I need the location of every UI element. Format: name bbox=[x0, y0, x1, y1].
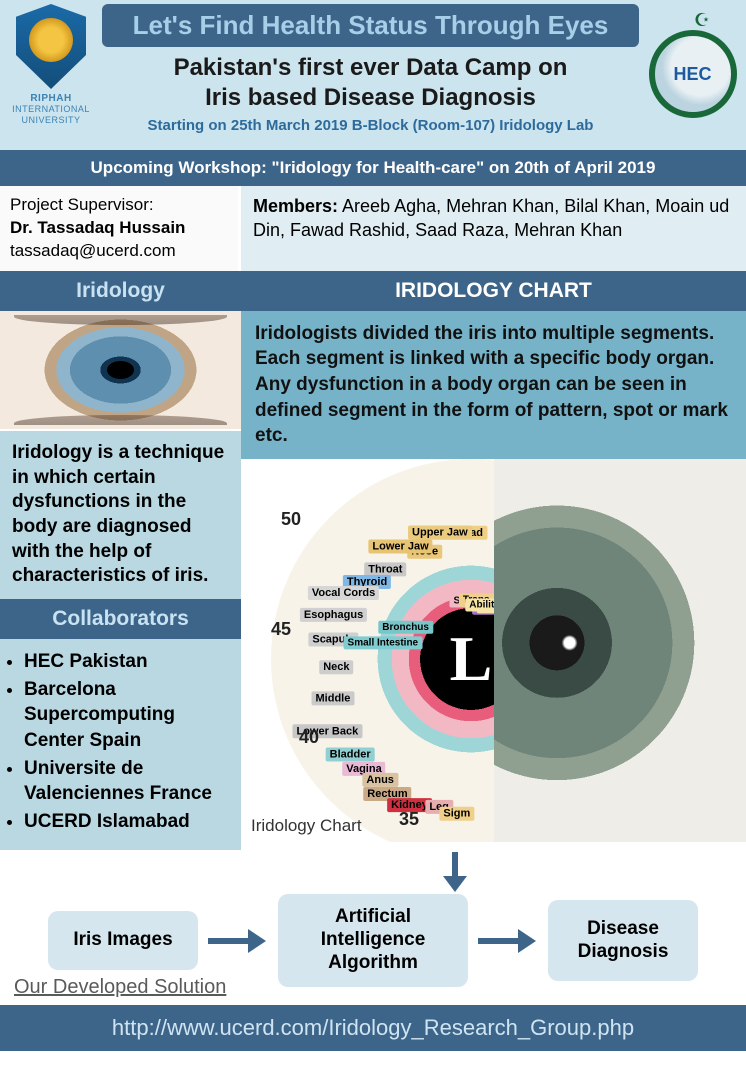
main-title: Let's Find Health Status Through Eyes bbox=[102, 4, 639, 47]
chart-segment: Nose bbox=[384, 484, 490, 686]
members-label: Members: bbox=[253, 196, 338, 216]
solution-flow: Iris Images ArtificialIntelligenceAlgori… bbox=[0, 850, 746, 1005]
supervisor-panel: Project Supervisor: Dr. Tassadaq Hussain… bbox=[0, 186, 241, 271]
info-row: Project Supervisor: Dr. Tassadaq Hussain… bbox=[0, 186, 746, 271]
members-panel: Members: Areeb Agha, Mehran Khan, Bilal … bbox=[241, 186, 746, 271]
chart-segment: Stomac bbox=[451, 479, 491, 679]
iridology-desc: Iridology is a technique in which certai… bbox=[0, 431, 241, 599]
footer-url[interactable]: http://www.ucerd.com/Iridology_Research_… bbox=[0, 1005, 746, 1051]
chart-segment: Scapula bbox=[273, 605, 476, 699]
right-column: IRIDOLOGY CHART Iridologists divided the… bbox=[241, 271, 746, 851]
chart-diagram: ForeheadUpper JawNoseLower JawThroatThyr… bbox=[271, 469, 491, 829]
chart-segment: Kidney bbox=[365, 670, 489, 842]
arrow-right-icon bbox=[208, 929, 268, 953]
hec-badge-icon: HEC bbox=[649, 30, 737, 118]
arrow-right-icon bbox=[478, 929, 538, 953]
main-columns: Iridology Iridology is a technique in wh… bbox=[0, 271, 746, 851]
chart-segment: Vocal Cords bbox=[294, 551, 482, 696]
iris-photo-half bbox=[494, 459, 746, 842]
eye-photo bbox=[0, 311, 241, 431]
hec-text: HEC bbox=[673, 64, 711, 85]
hec-logo: ☪ HEC bbox=[645, 4, 740, 144]
collaborators-title: Collaborators bbox=[0, 599, 241, 639]
chart-segment: Middle bbox=[271, 659, 474, 726]
workshop-banner: Upcoming Workshop: "Iridology for Health… bbox=[0, 150, 746, 186]
flow-box-diag: DiseaseDiagnosis bbox=[548, 900, 698, 982]
university-name: RIPHAH INTERNATIONAL UNIVERSITY bbox=[12, 93, 90, 126]
collaborator-item: Universite de Valenciennes France bbox=[24, 756, 227, 807]
chart-number: 35 bbox=[399, 809, 419, 830]
chart-segment: Lower Jaw bbox=[359, 493, 488, 688]
uni-sub2: UNIVERSITY bbox=[21, 115, 80, 125]
left-column: Iridology Iridology is a technique in wh… bbox=[0, 271, 241, 851]
uni-sub1: INTERNATIONAL bbox=[12, 104, 90, 114]
chart-segment: Thyroid bbox=[311, 528, 485, 694]
chart-number: 40 bbox=[299, 727, 319, 748]
chart-segment: Esophagus bbox=[281, 576, 479, 697]
flow-box-ai: ArtificialIntelligenceAlgorithm bbox=[278, 894, 468, 986]
chart-segment: Sigm bbox=[430, 677, 491, 842]
iridology-title: Iridology bbox=[0, 271, 241, 311]
uni-main: RIPHAH bbox=[30, 93, 71, 104]
flow-box-iris: Iris Images bbox=[48, 911, 198, 970]
chart-segment: Vagina bbox=[305, 664, 484, 823]
chart-segment: Upper Jaw bbox=[410, 479, 491, 683]
chart-segment: Small Intestine bbox=[278, 586, 478, 698]
chart-segment: Neck bbox=[271, 642, 473, 699]
chart-segment: Throat bbox=[332, 509, 487, 691]
crescent-icon: ☪ bbox=[694, 10, 710, 31]
collaborator-item: HEC Pakistan bbox=[24, 649, 227, 675]
chart-segment: Forehead bbox=[434, 478, 491, 681]
shield-icon bbox=[16, 4, 86, 89]
header: RIPHAH INTERNATIONAL UNIVERSITY Let's Fi… bbox=[0, 0, 746, 150]
chart-segment: Lower Back bbox=[276, 660, 478, 766]
chart-number: 50 bbox=[281, 509, 301, 530]
subtitle: Pakistan's first ever Data Camp on Iris … bbox=[102, 53, 639, 113]
poster: RIPHAH INTERNATIONAL UNIVERSITY Let's Fi… bbox=[0, 0, 746, 1079]
riphah-logo: RIPHAH INTERNATIONAL UNIVERSITY bbox=[6, 4, 96, 144]
subtitle-l2: Iris based Disease Diagnosis bbox=[205, 84, 536, 111]
subtitle-l1: Pakistan's first ever Data Camp on bbox=[174, 54, 568, 81]
collaborator-item: UCERD Islamabad bbox=[24, 809, 227, 835]
flow-row: Iris Images ArtificialIntelligenceAlgori… bbox=[0, 894, 746, 986]
chart-segment: Bladder bbox=[291, 662, 482, 802]
collaborators-list: HEC PakistanBarcelona Supercomputing Cen… bbox=[0, 639, 241, 850]
supervisor-label: Project Supervisor: bbox=[10, 194, 228, 217]
header-center: Let's Find Health Status Through Eyes Pa… bbox=[96, 4, 645, 134]
iridology-chart: ForeheadUpper JawNoseLower JawThroatThyr… bbox=[241, 459, 746, 842]
start-info: Starting on 25th March 2019 B-Block (Roo… bbox=[102, 117, 639, 134]
chart-title: IRIDOLOGY CHART bbox=[241, 271, 746, 311]
chart-number: 45 bbox=[271, 619, 291, 640]
chart-caption: Iridology Chart bbox=[251, 816, 362, 836]
collaborator-item: Barcelona Supercomputing Center Spain bbox=[24, 677, 227, 754]
our-solution-label: Our Developed Solution bbox=[14, 976, 226, 999]
chart-segment: Bronchus bbox=[301, 540, 483, 695]
supervisor-name: Dr. Tassadaq Hussain bbox=[10, 217, 228, 240]
chart-desc: Iridologists divided the iris into multi… bbox=[241, 311, 746, 459]
arrow-down-icon bbox=[440, 852, 470, 892]
supervisor-email: tassadaq@ucerd.com bbox=[10, 240, 228, 263]
